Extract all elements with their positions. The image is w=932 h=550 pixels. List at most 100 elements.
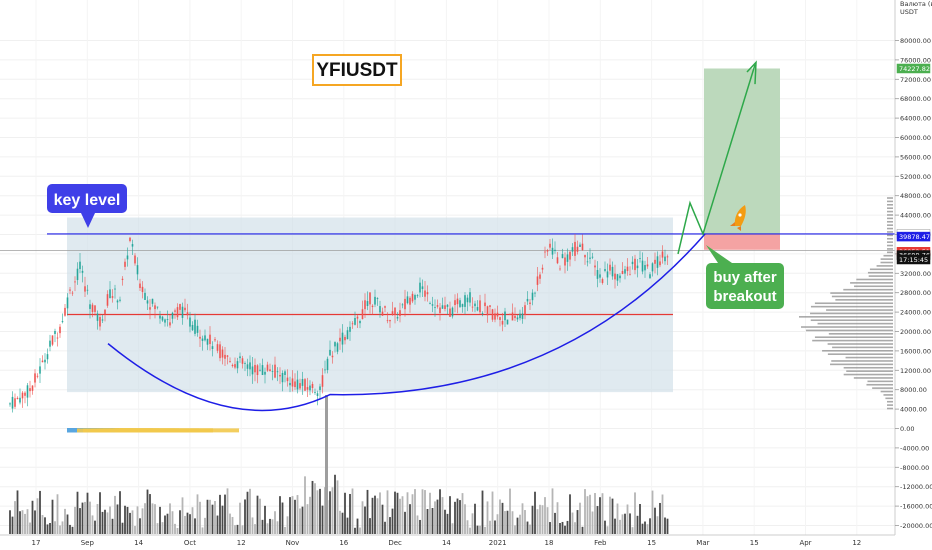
time-tick-label: 12 [852,539,861,547]
volume-bar [484,526,486,534]
time-tick-label: Nov [286,539,300,547]
volume-bar [221,505,224,534]
right-profile-bar [827,353,893,355]
right-profile-bar [843,373,893,376]
candle-body [231,364,234,367]
candle-body [501,321,504,325]
time-tick-label: Apr [799,539,811,547]
price-tick-label: 56000.00 [900,153,931,161]
candle-body [449,308,451,317]
candle-body [549,243,551,248]
candle-body [651,263,654,272]
candle-body [51,335,54,345]
candle-body [284,371,286,376]
candle-body [46,354,49,360]
candle-body [599,274,601,278]
volume-bar [649,518,651,534]
candle-body [644,265,646,271]
candle-body [424,290,426,297]
right-profile-bar [828,333,893,335]
right-profile-bar [883,254,893,257]
right-profile-bar [887,234,893,237]
right-profile-bar [887,407,893,410]
candle-body [96,313,99,321]
candle-body [664,256,666,262]
candle-body [311,383,314,388]
volume-bar [596,506,599,534]
candle-body [456,298,459,305]
volume-bar [601,493,604,534]
volume-bar [374,495,376,534]
volume-bar [574,522,576,534]
right-profile-bar [832,346,893,349]
volume-bar [431,508,434,534]
volume-bar [579,502,581,534]
volume-bar [59,525,61,534]
candle-body [581,243,584,251]
right-profile-bar [887,248,893,250]
volume-bar [49,522,51,534]
volume-bar [229,513,231,534]
right-profile-bar [817,322,893,325]
volume-bar [69,524,71,534]
candle-body [561,254,564,259]
volume-bar [264,505,266,534]
volume-bar [441,497,444,534]
candle-body [436,305,439,307]
candle-body [471,306,474,308]
candle-body [391,311,394,315]
symbol-title-label[interactable]: YFIUSDT [312,54,402,86]
candle-body [286,377,289,382]
volume-bar [134,525,136,534]
left-volume-profile [67,428,239,433]
volume-bar [161,522,164,534]
buy-callout[interactable]: buy after breakout [706,245,784,309]
candle-body [226,355,229,357]
key-level-callout[interactable]: key level [47,184,127,228]
volume-bar [466,520,469,534]
volume-bar [104,509,106,534]
candle-body [476,307,479,311]
right-profile-bar [887,210,893,213]
time-axis[interactable]: 17 Sep 14 Oct 12 Nov 16 Dec 14 2021 18 Feb 15 Mar 15 Ap… [32,539,862,547]
volume-bar [559,523,561,534]
volume-bar [546,507,549,534]
volume-bar [114,495,116,534]
right-profile-bar [850,282,893,284]
candle-body [74,281,76,283]
candle-body [346,330,349,340]
candle-body [609,264,611,271]
time-tick-label: 17 [32,539,41,547]
candle-body [124,261,126,267]
candle-body [329,349,331,356]
volume-bar [424,490,426,534]
volume-bar [514,525,516,534]
volume-bar [636,515,639,534]
candle-body [256,365,259,376]
price-tick-label: -12000.00 [900,483,932,491]
candle-body [601,279,604,283]
right-profile-bar [885,397,893,400]
candle-body [579,244,581,247]
candle-body [406,296,409,304]
candle-body [319,386,321,391]
volume-bar [654,507,656,534]
volume-bar [384,521,386,534]
candle-body [344,336,346,341]
price-tick-label: 68000.00 [900,95,931,103]
candle-body [381,311,384,316]
right-profile-bar [880,258,893,260]
volume-bar [146,489,149,534]
price-tick-label: 32000.00 [900,270,931,278]
volume-bar [176,527,179,534]
candle-body [314,392,316,393]
volume-bar [51,499,54,534]
time-tick-label: 15 [647,539,656,547]
volume-bar [449,496,451,534]
candle-body [529,302,531,305]
candle-body [659,261,661,266]
candle-body [544,251,546,253]
volume-bar [471,513,474,534]
